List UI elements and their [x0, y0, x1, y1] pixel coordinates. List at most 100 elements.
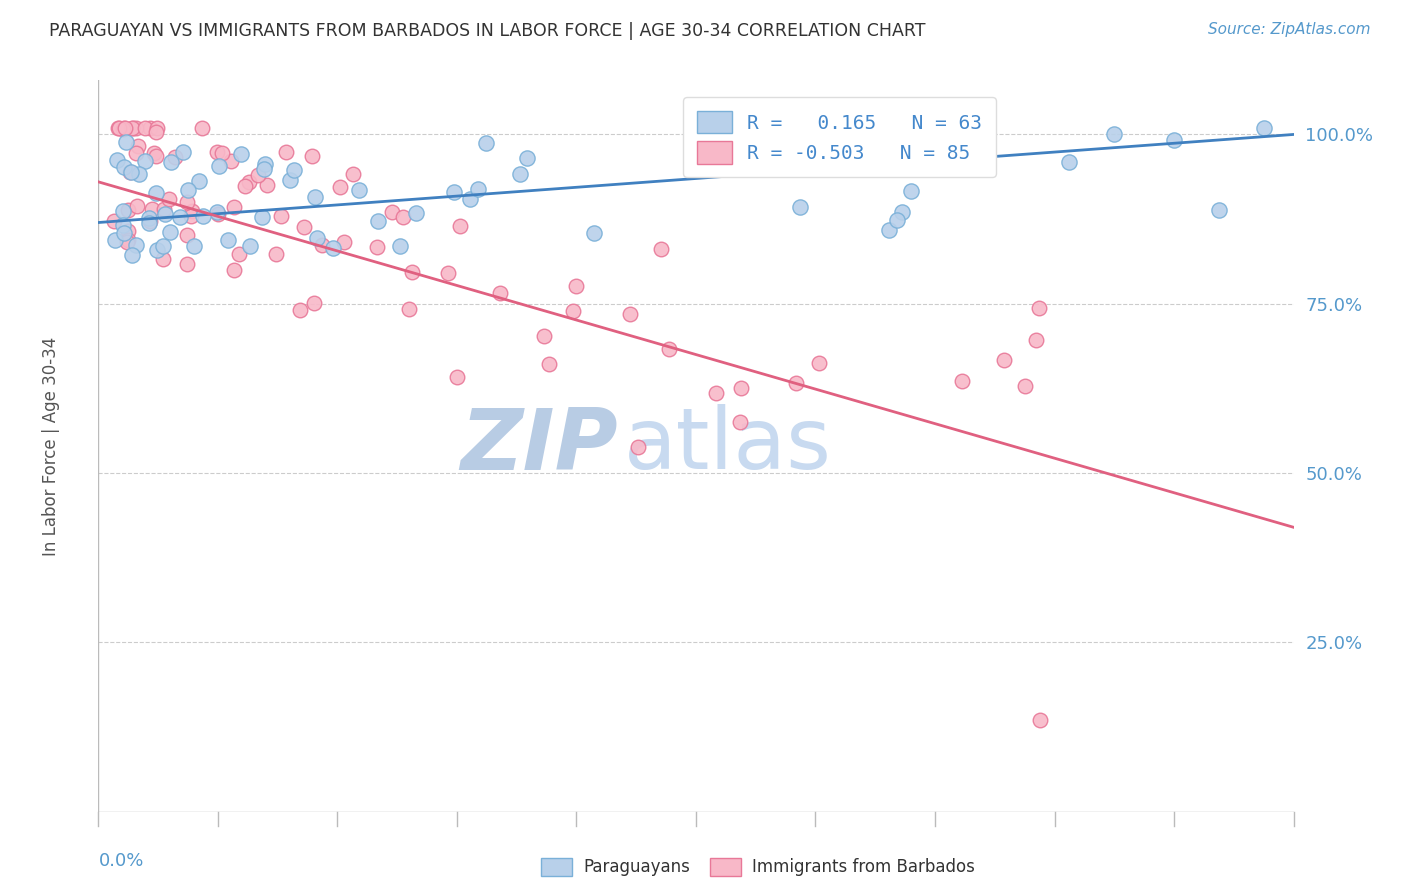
Point: [222, 200, 245, 214]
Point: [207, 207, 229, 221]
Point: [121, 120, 143, 135]
Text: PARAGUAYAN VS IMMIGRANTS FROM BARBADOS IN LABOR FORCE | AGE 30-34 CORRELATION CH: PARAGUAYAN VS IMMIGRANTS FROM BARBADOS I…: [49, 22, 925, 40]
Point: [152, 239, 174, 253]
Point: [157, 192, 180, 206]
Point: [1208, 202, 1230, 217]
Point: [153, 207, 176, 221]
Point: [1163, 133, 1185, 147]
Point: [205, 145, 228, 160]
Point: [176, 257, 198, 271]
Point: [180, 210, 202, 224]
Point: [1059, 155, 1081, 169]
Point: [181, 204, 204, 219]
Point: [627, 440, 650, 454]
Point: [111, 204, 134, 219]
Point: [114, 120, 136, 135]
Point: [233, 178, 256, 193]
Point: [177, 183, 200, 197]
Point: [342, 167, 364, 181]
Point: [146, 243, 169, 257]
Point: [565, 279, 588, 293]
Point: [247, 168, 270, 182]
Text: Paraguayans: Paraguayans: [583, 858, 690, 876]
Point: [908, 138, 931, 153]
Point: [475, 136, 498, 151]
Point: [658, 342, 681, 356]
Text: In Labor Force | Age 30-34: In Labor Force | Age 30-34: [42, 336, 59, 556]
Point: [112, 226, 135, 240]
Point: [891, 205, 914, 219]
Point: [146, 120, 169, 135]
Point: [304, 190, 326, 204]
Point: [650, 243, 672, 257]
Point: [388, 239, 411, 253]
Point: [1028, 714, 1050, 728]
Point: [145, 186, 167, 200]
Text: 0.0%: 0.0%: [98, 852, 143, 870]
Point: [1028, 301, 1050, 315]
Point: [437, 266, 460, 280]
Point: [187, 174, 209, 188]
Point: [329, 179, 352, 194]
Point: [127, 138, 149, 153]
Point: [401, 265, 423, 279]
Point: [1025, 334, 1047, 348]
Point: [176, 227, 198, 242]
Point: [381, 204, 404, 219]
Point: [301, 149, 323, 163]
Point: [274, 145, 297, 159]
Point: [704, 386, 727, 401]
Point: [1014, 378, 1036, 392]
Point: [205, 205, 228, 219]
Point: [117, 233, 139, 247]
Point: [238, 175, 260, 189]
Point: [488, 285, 510, 300]
Point: [367, 214, 389, 228]
Point: [583, 226, 606, 240]
Point: [169, 210, 191, 224]
Point: [172, 145, 194, 160]
Point: [250, 210, 273, 224]
Point: [107, 120, 129, 135]
Point: [145, 148, 167, 162]
Point: [138, 211, 160, 225]
Point: [239, 238, 262, 252]
Point: [191, 209, 214, 223]
Point: [165, 150, 187, 164]
Point: [125, 199, 148, 213]
Point: [253, 157, 276, 171]
Point: [153, 202, 176, 217]
Point: [207, 159, 229, 173]
Point: [231, 146, 253, 161]
Point: [443, 185, 465, 199]
Point: [145, 125, 167, 139]
Point: [103, 214, 125, 228]
Text: Immigrants from Barbados: Immigrants from Barbados: [752, 858, 976, 876]
Point: [107, 120, 129, 135]
Point: [120, 164, 142, 178]
Point: [159, 225, 181, 239]
Point: [105, 153, 128, 168]
Point: [217, 233, 239, 247]
Point: [807, 356, 830, 370]
Point: [785, 376, 807, 390]
Point: [253, 161, 276, 176]
Point: [405, 206, 427, 220]
Point: [160, 155, 183, 169]
Point: [141, 202, 163, 217]
Point: [398, 301, 420, 316]
Point: [139, 214, 162, 228]
Point: [138, 216, 160, 230]
Point: [117, 202, 139, 217]
Point: [125, 238, 148, 252]
Point: [191, 120, 214, 135]
Point: [730, 381, 752, 395]
Point: [789, 201, 811, 215]
Point: [228, 246, 250, 260]
Point: [877, 223, 900, 237]
Point: [446, 370, 468, 384]
Point: [993, 353, 1015, 368]
Point: [509, 167, 531, 181]
Point: [125, 120, 148, 135]
Point: [728, 415, 751, 429]
